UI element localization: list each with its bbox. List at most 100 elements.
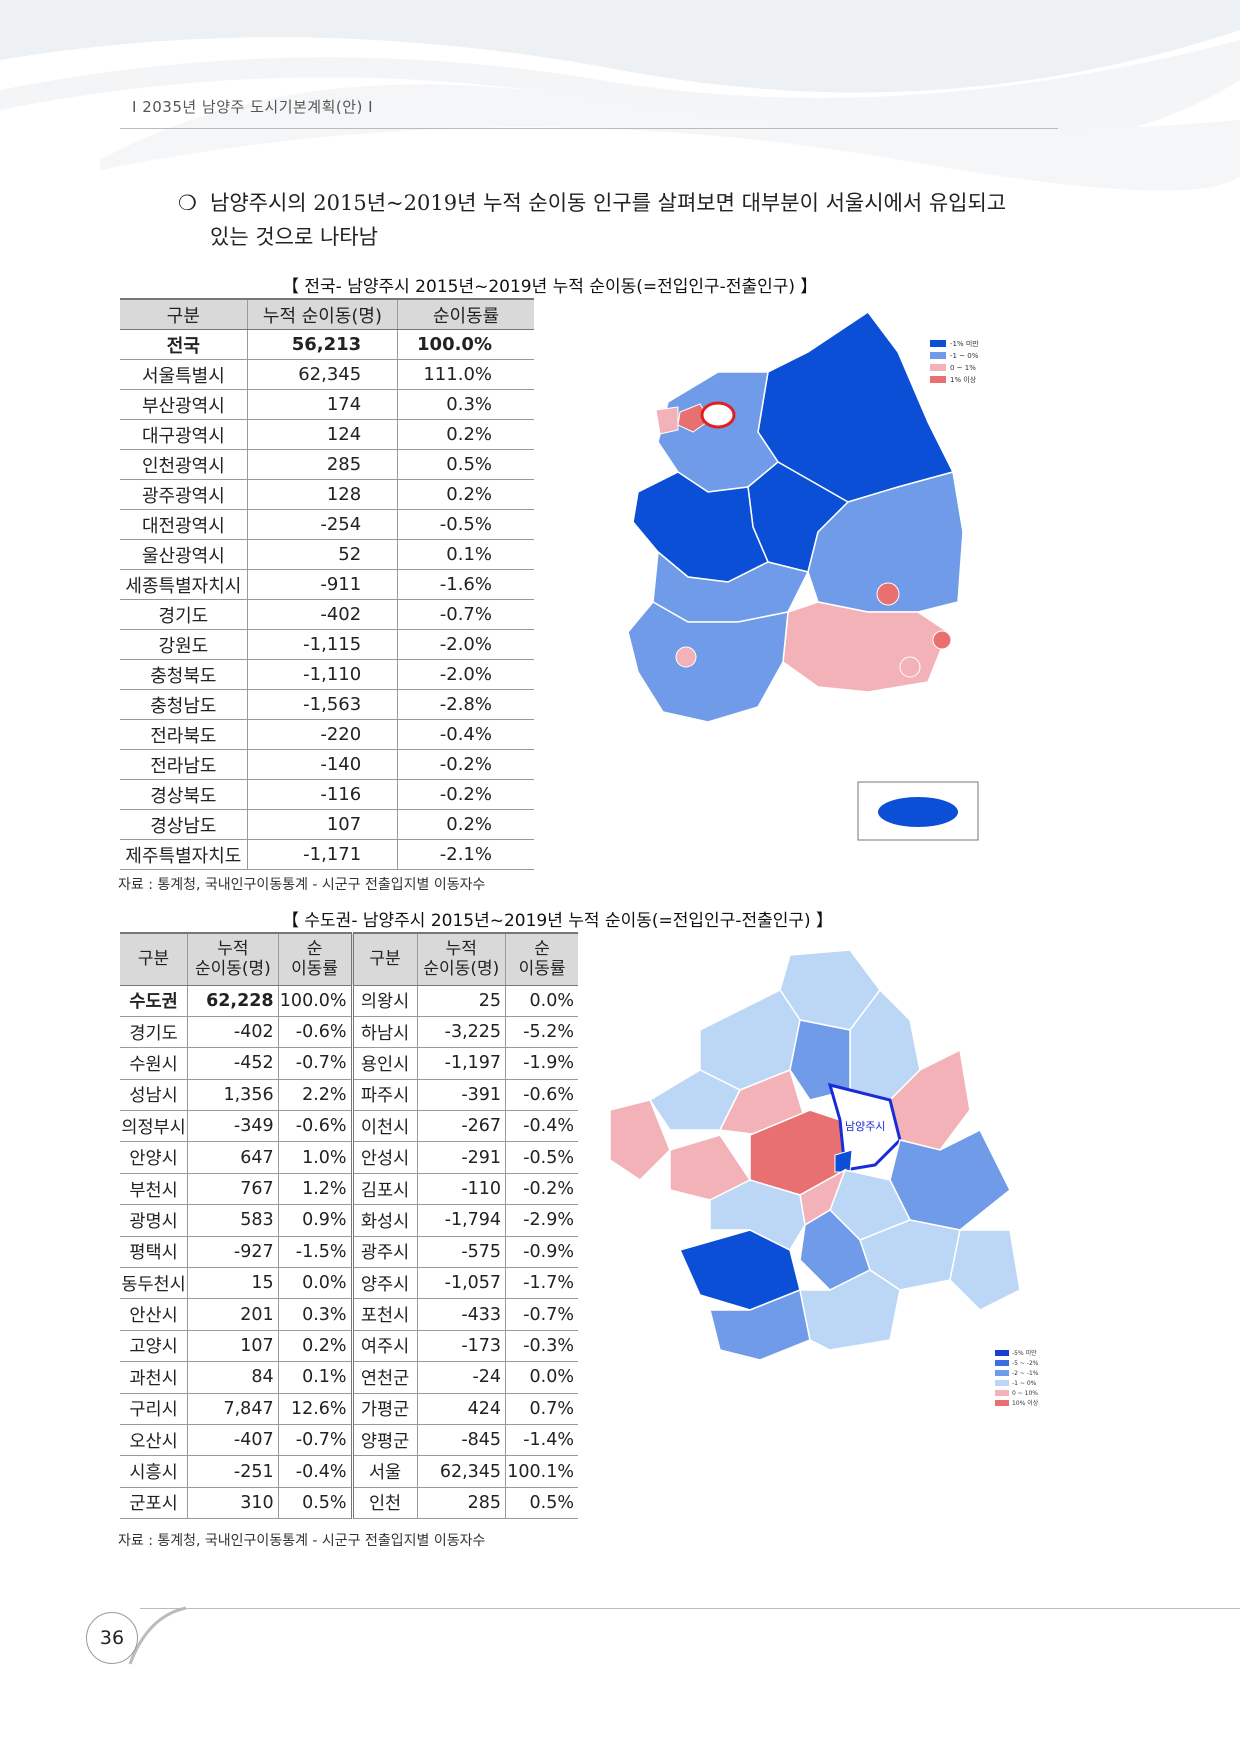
region-name-cell: 고양시 <box>120 1330 189 1363</box>
capital-table: 구분 누적 순이동(명) 순 이동률 구분 누적 순이동(명) 순 이동률 수도권 62,… <box>120 932 578 1520</box>
table-row: 시흥시 -251 -0.4% 서울 62,345 100.1% <box>120 1455 578 1488</box>
net-migration-cell: 107 <box>187 1330 279 1363</box>
net-migration-cell: -267 <box>417 1110 507 1143</box>
region-name-cell: 가평군 <box>352 1393 418 1425</box>
migration-rate-cell: -0.3% <box>505 1330 578 1363</box>
migration-rate-cell: -2.0% <box>397 629 534 660</box>
net-migration-cell: 424 <box>417 1393 507 1425</box>
migration-rate-cell: 0.3% <box>278 1298 354 1331</box>
net-migration-cell: -349 <box>187 1110 279 1143</box>
table-row: 충청북도 -1,110 -2.0% <box>120 659 534 690</box>
map-region-incheon <box>609 1099 671 1181</box>
region-name-cell: 경상남도 <box>120 809 248 840</box>
net-migration-cell: 128 <box>247 479 399 510</box>
migration-rate-cell: 0.3% <box>397 389 534 420</box>
table-row: 제주특별자치도 -1,171 -2.1% <box>120 839 534 870</box>
migration-rate-cell: 0.2% <box>397 809 534 840</box>
region-name-cell: 여주시 <box>352 1330 418 1363</box>
migration-rate-cell: -2.1% <box>397 839 534 870</box>
migration-rate-cell: -0.2% <box>397 779 534 810</box>
migration-rate-cell: -1.7% <box>505 1267 578 1300</box>
migration-rate-cell: -1.6% <box>397 569 534 600</box>
migration-rate-cell: -0.5% <box>505 1141 578 1174</box>
region-name-cell: 파주시 <box>352 1079 418 1112</box>
table-row: 대구광역시 124 0.2% <box>120 419 534 450</box>
region-name-cell: 안성시 <box>352 1141 418 1174</box>
page-number: 36 <box>86 1612 138 1664</box>
migration-rate-cell: 0.1% <box>397 539 534 570</box>
region-name-cell: 경기도 <box>120 1016 189 1049</box>
net-migration-cell: 285 <box>417 1487 507 1520</box>
region-name-cell: 포천시 <box>352 1298 418 1331</box>
jeju-inset-frame <box>857 781 979 841</box>
header-cell: 누적 순이동(명) <box>187 932 279 986</box>
migration-rate-cell: 100.0% <box>397 329 534 360</box>
region-name-cell: 경기도 <box>120 599 248 630</box>
net-migration-cell: 62,345 <box>247 359 399 390</box>
region-name-cell: 인천 <box>352 1487 418 1520</box>
table-row: 광명시 583 0.9% 화성시 -1,794 -2.9% <box>120 1204 578 1237</box>
header-cell: 누적 순이동(명) <box>247 298 399 330</box>
capital-caption: 【 수도권- 남양주시 2015년~2019년 누적 순이동(=전입인구-전출인… <box>282 911 834 931</box>
net-migration-cell: -1,794 <box>417 1204 507 1237</box>
net-migration-cell: -1,115 <box>247 629 399 660</box>
table-row: 오산시 -407 -0.7% 양평군 -845 -1.4% <box>120 1424 578 1457</box>
legend-label: -5 ~ -2% <box>1012 1360 1039 1367</box>
net-migration-cell: -1,057 <box>417 1267 507 1300</box>
map-label-namyangju: 남양주시 <box>845 1120 885 1133</box>
region-name-cell: 동두천시 <box>120 1267 189 1300</box>
net-migration-cell: 124 <box>247 419 399 450</box>
bullet-icon: ❍ <box>178 191 197 215</box>
net-migration-cell: 201 <box>187 1298 279 1331</box>
net-migration-cell: -575 <box>417 1236 507 1269</box>
table-row: 안양시 647 1.0% 안성시 -291 -0.5% <box>120 1141 578 1174</box>
migration-rate-cell: 0.2% <box>397 479 534 510</box>
region-name-cell: 양평군 <box>352 1424 418 1457</box>
table-row: 울산광역시 52 0.1% <box>120 539 534 570</box>
footer-swoosh-decoration <box>128 1606 187 1665</box>
header-line: 이동률 <box>518 959 566 980</box>
region-name-cell: 연천군 <box>352 1361 418 1394</box>
header-cell: 구분 <box>120 932 189 986</box>
net-migration-cell: -116 <box>247 779 399 810</box>
net-migration-cell: 1,356 <box>187 1079 279 1112</box>
migration-rate-cell: 0.7% <box>505 1393 578 1425</box>
header-line: 누적 <box>217 939 249 960</box>
header-cell: 구분 <box>352 932 418 986</box>
migration-rate-cell: -0.6% <box>278 1110 354 1143</box>
migration-rate-cell: 1.0% <box>278 1141 354 1174</box>
migration-rate-cell: -0.2% <box>397 749 534 780</box>
migration-rate-cell: 0.0% <box>505 985 578 1017</box>
header-line: 순 <box>306 939 323 960</box>
region-name-cell: 용인시 <box>352 1047 418 1080</box>
map-region-gwangju <box>675 646 697 668</box>
net-migration-cell: -911 <box>247 569 399 600</box>
migration-rate-cell: 12.6% <box>278 1393 354 1425</box>
legend-label: -1 ~ 0% <box>1012 1380 1037 1387</box>
net-migration-cell: 25 <box>417 985 507 1017</box>
net-migration-cell: -845 <box>417 1424 507 1457</box>
table-row: 과천시 84 0.1% 연천군 -24 0.0% <box>120 1361 578 1394</box>
legend-label: -5% 미만 <box>1012 1349 1037 1357</box>
table-row: 대전광역시 -254 -0.5% <box>120 509 534 540</box>
net-migration-cell: -1,197 <box>417 1047 507 1080</box>
region-name-cell: 안양시 <box>120 1141 189 1174</box>
capital-map-legend: -5% 미만 -5 ~ -2% -2 ~ -1% -1 ~ 0% 0 ~ 10%… <box>995 1349 1039 1407</box>
region-name-cell: 군포시 <box>120 1487 189 1520</box>
region-name-cell: 경상북도 <box>120 779 248 810</box>
intro-line-1: 남양주시의 2015년~2019년 누적 순이동 인구를 살펴보면 대부분이 서… <box>210 191 1007 215</box>
net-migration-cell: -452 <box>187 1047 279 1080</box>
table-row: 경기도 -402 -0.7% <box>120 599 534 630</box>
region-name-cell: 충청남도 <box>120 689 248 720</box>
net-migration-cell: -433 <box>417 1298 507 1331</box>
net-migration-cell: -391 <box>417 1079 507 1112</box>
table-row: 전라남도 -140 -0.2% <box>120 749 534 780</box>
migration-rate-cell: 100.0% <box>278 985 354 1017</box>
table-row: 충청남도 -1,563 -2.8% <box>120 689 534 720</box>
map-region-suwon-area <box>709 1179 806 1251</box>
region-name-cell: 과천시 <box>120 1361 189 1394</box>
region-name-cell: 김포시 <box>352 1173 418 1206</box>
region-name-cell: 서울 <box>352 1455 418 1488</box>
